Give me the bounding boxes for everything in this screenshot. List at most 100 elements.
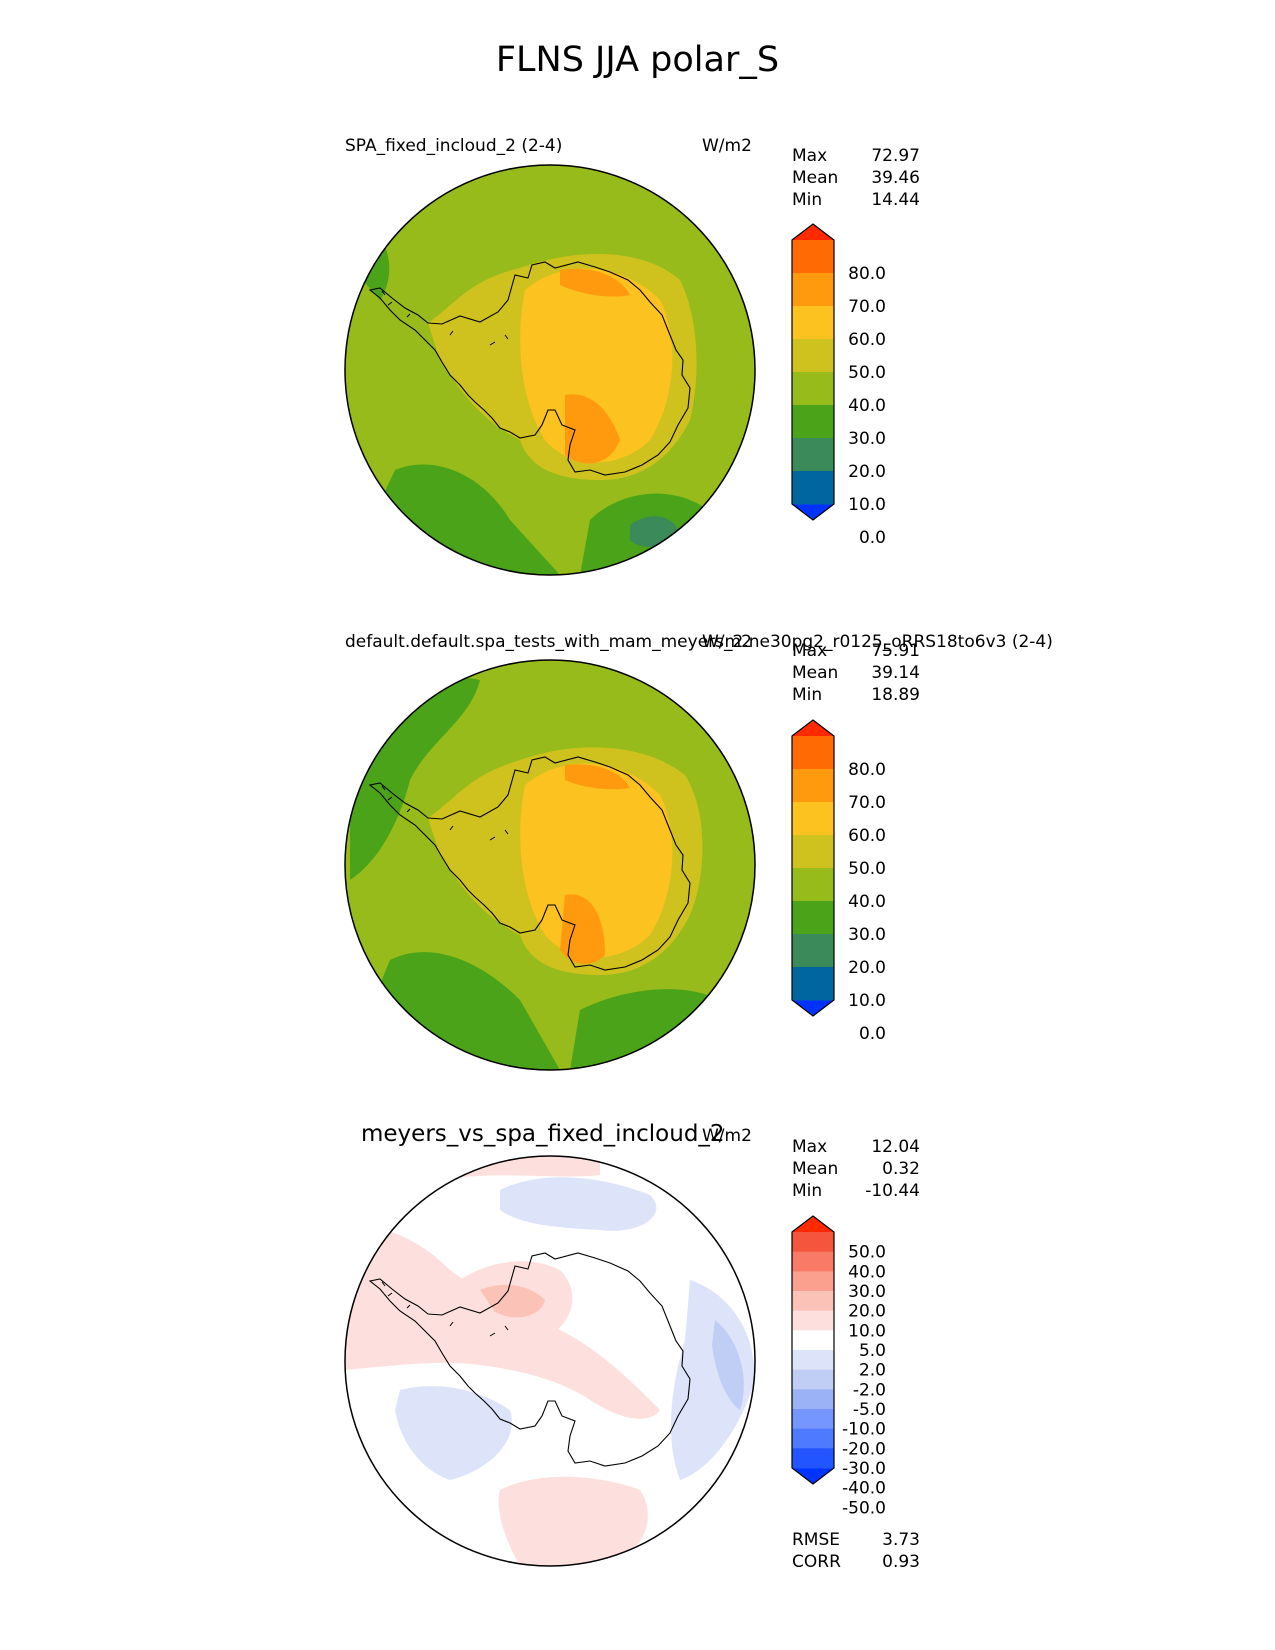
- colorbar-tick-label: 10.0: [848, 495, 886, 515]
- colorbar-segment: [792, 1310, 834, 1331]
- stat-value: 18.89: [871, 685, 920, 705]
- stat-value: 0.93: [882, 1552, 920, 1572]
- colorbar-tick-label: 50.0: [848, 859, 886, 879]
- colorbar-segment: [792, 405, 834, 439]
- panel-3-title: meyers_vs_spa_fixed_incloud_2: [361, 1121, 725, 1147]
- colorbar-outline: [791, 1215, 835, 1485]
- colorbar-segment: [792, 438, 834, 472]
- colorbar-tick-label: 40.0: [848, 396, 886, 416]
- colorbar-segment: [792, 835, 834, 869]
- map-boundary: [344, 1155, 756, 1567]
- colorbar-extend-min: [792, 1000, 834, 1016]
- diff-region-negative: [395, 1386, 512, 1480]
- colorbar-tick-label: -40.0: [842, 1479, 886, 1499]
- field-region-peak: [565, 764, 630, 790]
- colorbar-segment: [792, 339, 834, 373]
- colorbar-tick-label: 20.0: [848, 1302, 886, 1322]
- colorbar-segment: [792, 802, 834, 836]
- stat-label: Max: [792, 641, 828, 661]
- stat-value: 39.14: [871, 663, 920, 683]
- colorbar-segment: [792, 967, 834, 1001]
- colorbar-segment: [792, 769, 834, 803]
- colorbar-segment: [792, 273, 834, 307]
- colorbar-segment: [792, 901, 834, 935]
- colorbar-tick-label: -2.0: [853, 1380, 886, 1400]
- colorbar-outline: [791, 719, 835, 1017]
- colorbar-extend-min: [792, 504, 834, 520]
- stat-label: Mean: [792, 1159, 839, 1179]
- colorbar-tick-label: -5.0: [853, 1400, 886, 1420]
- stat-value: 12.04: [871, 1137, 920, 1157]
- panel-1-units: W/m2: [702, 136, 752, 156]
- field-region-peak: [565, 394, 620, 464]
- colorbar-segment: [792, 306, 834, 340]
- field-region-high: [520, 763, 673, 958]
- colorbar-tick-label: 50.0: [848, 1243, 886, 1263]
- stat-value: 39.46: [871, 168, 920, 188]
- stat-value: 0.32: [882, 1159, 920, 1179]
- stat-value: 75.91: [871, 641, 920, 661]
- colorbar-tick-label: 20.0: [848, 462, 886, 482]
- colorbar-segment: [792, 240, 834, 274]
- colorbar-tick-label: 80.0: [848, 264, 886, 284]
- panel-1-colorbar: 80.0 70.0 60.0 50.0 40.0 30.0 20.0 10.0 0.0: [791, 223, 886, 548]
- panel-1-title: SPA_fixed_incloud_2 (2-4): [345, 136, 563, 156]
- colorbar-segment: [792, 1389, 834, 1410]
- stat-label: Min: [792, 190, 823, 210]
- colorbar-extend-max: [792, 720, 834, 736]
- stat-value: 14.44: [871, 190, 920, 210]
- colorbar-segment: [792, 1271, 834, 1292]
- panel-3-colorbar: 50.040.030.020.010.05.02.0-2.0-5.0-10.0-…: [791, 1215, 886, 1518]
- colorbar-tick-label: 70.0: [848, 793, 886, 813]
- diff-region-negative-strong: [712, 1320, 744, 1410]
- field-region-peak: [560, 894, 605, 965]
- colorbar-segment: [792, 471, 834, 505]
- panel-3-error-stats: RMSE 3.73 CORR 0.93: [792, 1529, 920, 1573]
- diff-region-positive: [498, 1476, 648, 1566]
- figure-title: FLNS JJA polar_S: [495, 40, 780, 80]
- panel-2-colorbar: 80.0 70.0 60.0 50.0 40.0 30.0 20.0 10.0 0.0: [791, 719, 886, 1044]
- diff-region-negative: [500, 1177, 657, 1231]
- colorbar-segment: [792, 372, 834, 406]
- colorbar-segment: [792, 1448, 834, 1469]
- map-boundary: [344, 164, 756, 576]
- colorbar-extend-max: [792, 224, 834, 240]
- panel-2-units: W/m2: [702, 632, 752, 652]
- colorbar-segment: [792, 868, 834, 902]
- stat-value: 3.73: [882, 1530, 920, 1550]
- colorbar-tick-label: 30.0: [848, 925, 886, 945]
- stat-label: Min: [792, 685, 823, 705]
- panel-2-stats: Max 75.91 Mean 39.14 Min 18.89: [792, 640, 920, 706]
- colorbar-tick-label: 10.0: [848, 991, 886, 1011]
- stat-value: 72.97: [871, 146, 920, 166]
- colorbar-segment: [792, 1350, 834, 1371]
- colorbar-tick-label: 60.0: [848, 826, 886, 846]
- colorbar-tick-label: -10.0: [842, 1420, 886, 1440]
- colorbar-segment: [792, 1251, 834, 1272]
- colorbar-segment: [792, 934, 834, 968]
- colorbar-segment: [792, 736, 834, 770]
- colorbar-tick-label: 30.0: [848, 429, 886, 449]
- panel-3-map: [344, 1155, 756, 1567]
- stat-label: CORR: [792, 1552, 841, 1572]
- colorbar-segment: [792, 1428, 834, 1449]
- stat-label: Mean: [792, 663, 839, 683]
- colorbar-segment: [792, 1330, 834, 1351]
- colorbar-tick-label: -50.0: [842, 1498, 886, 1518]
- stat-label: Min: [792, 1181, 823, 1201]
- stat-label: Max: [792, 146, 828, 166]
- colorbar-extend-max: [792, 1216, 834, 1232]
- colorbar-tick-label: 70.0: [848, 297, 886, 317]
- colorbar-segment: [792, 1409, 834, 1430]
- colorbar-tick-label: 10.0: [848, 1321, 886, 1341]
- panel-3-units: W/m2: [702, 1126, 752, 1146]
- diff-region-negative: [670, 1280, 755, 1480]
- colorbar-tick-label: 0.0: [859, 528, 886, 548]
- colorbar-tick-label: 0.0: [859, 1024, 886, 1044]
- colorbar-extend-min: [792, 1468, 834, 1484]
- colorbar-tick-label: 80.0: [848, 760, 886, 780]
- panel-1-map: [344, 164, 756, 576]
- colorbar-tick-label: 40.0: [848, 1262, 886, 1282]
- colorbar-tick-label: 50.0: [848, 363, 886, 383]
